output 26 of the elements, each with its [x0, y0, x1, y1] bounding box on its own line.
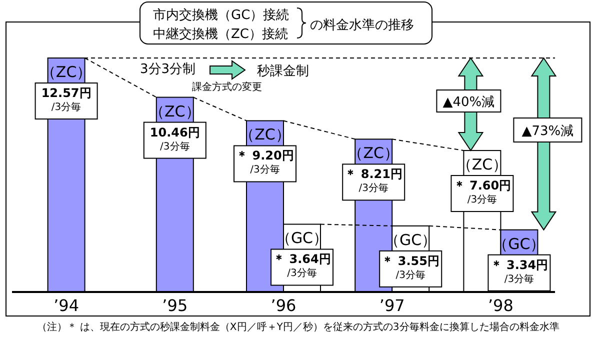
x-tick-label: ’97 — [379, 296, 405, 315]
x-tick-label: ’96 — [270, 296, 296, 315]
data-label: 12.57円 /3分毎 — [41, 86, 92, 113]
data-label: ＊ 8.21円 /3分毎 — [344, 167, 402, 194]
x-tick-label: ’94 — [54, 296, 80, 315]
data-label: ＊ 7.60円 /3分毎 — [453, 178, 512, 206]
data-label: ＊ 9.20円 /3分毎 — [236, 148, 294, 176]
x-tick-label: ’98 — [488, 296, 514, 315]
chart-subtitle: 中継交換機（ZC）接続 — [153, 26, 288, 42]
text: （ZC） — [348, 144, 399, 162]
text: （GC） — [493, 234, 546, 253]
annotation: 3分3分制 — [140, 62, 196, 77]
annotation: ▲40%減 — [442, 95, 495, 110]
text: （ZC） — [150, 102, 200, 120]
annotation: 課金方式の変更 — [192, 81, 262, 93]
x-tick-label: ’95 — [162, 296, 188, 315]
text: （注）＊ は、現在の方式の秒課金制料金（X円／呼＋Y円／秒）を従来の方式の3分毎料金に換算した場合の料金水準 — [36, 321, 560, 333]
annotation: ▲73%減 — [522, 124, 574, 139]
legend-label: （ZC） — [240, 126, 290, 144]
text: （ZC） — [456, 156, 508, 174]
chart-title: 市内交換機（GC）接続 — [153, 7, 290, 23]
text: （ZC） — [40, 63, 92, 81]
text: の料金水準の推移 — [310, 18, 414, 33]
data-label: ＊ 3.34円 /3分毎 — [490, 258, 548, 285]
annotation: 秒課金制 — [257, 64, 309, 79]
data-label: 10.46円 /3分毎 — [150, 125, 200, 152]
